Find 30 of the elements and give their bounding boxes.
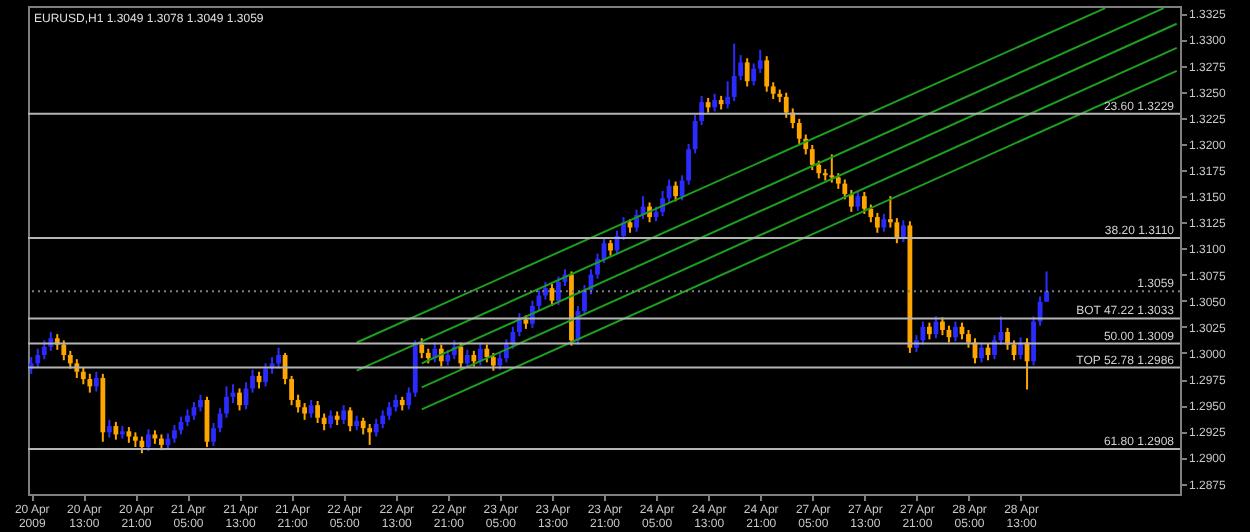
candlestick — [41, 339, 47, 361]
candlestick — [341, 404, 347, 425]
candlestick — [419, 337, 425, 360]
candlestick — [829, 153, 835, 184]
candlestick — [953, 320, 958, 343]
candlestick — [367, 422, 373, 446]
candlestick — [276, 346, 281, 370]
candlestick — [809, 143, 815, 172]
candlestick — [764, 55, 770, 93]
candlestick — [861, 191, 867, 215]
candlestick — [458, 341, 464, 370]
candlestick — [237, 387, 242, 412]
candlestick — [263, 362, 268, 388]
candlestick — [146, 428, 151, 453]
candlestick — [87, 372, 93, 394]
candlestick — [874, 211, 880, 234]
candlestick — [556, 275, 561, 306]
candlestick — [731, 42, 737, 103]
candlestick — [900, 219, 906, 244]
candlestick — [744, 57, 750, 88]
candlestick — [35, 347, 41, 369]
candlestick — [673, 180, 678, 203]
candlestick — [61, 339, 67, 362]
candlestick — [477, 341, 483, 367]
candlestick — [315, 400, 321, 424]
candlestick — [855, 189, 861, 212]
candlestick — [1018, 336, 1023, 361]
candlestick — [979, 341, 984, 364]
candlestick — [93, 370, 99, 393]
candlestick — [347, 406, 353, 433]
